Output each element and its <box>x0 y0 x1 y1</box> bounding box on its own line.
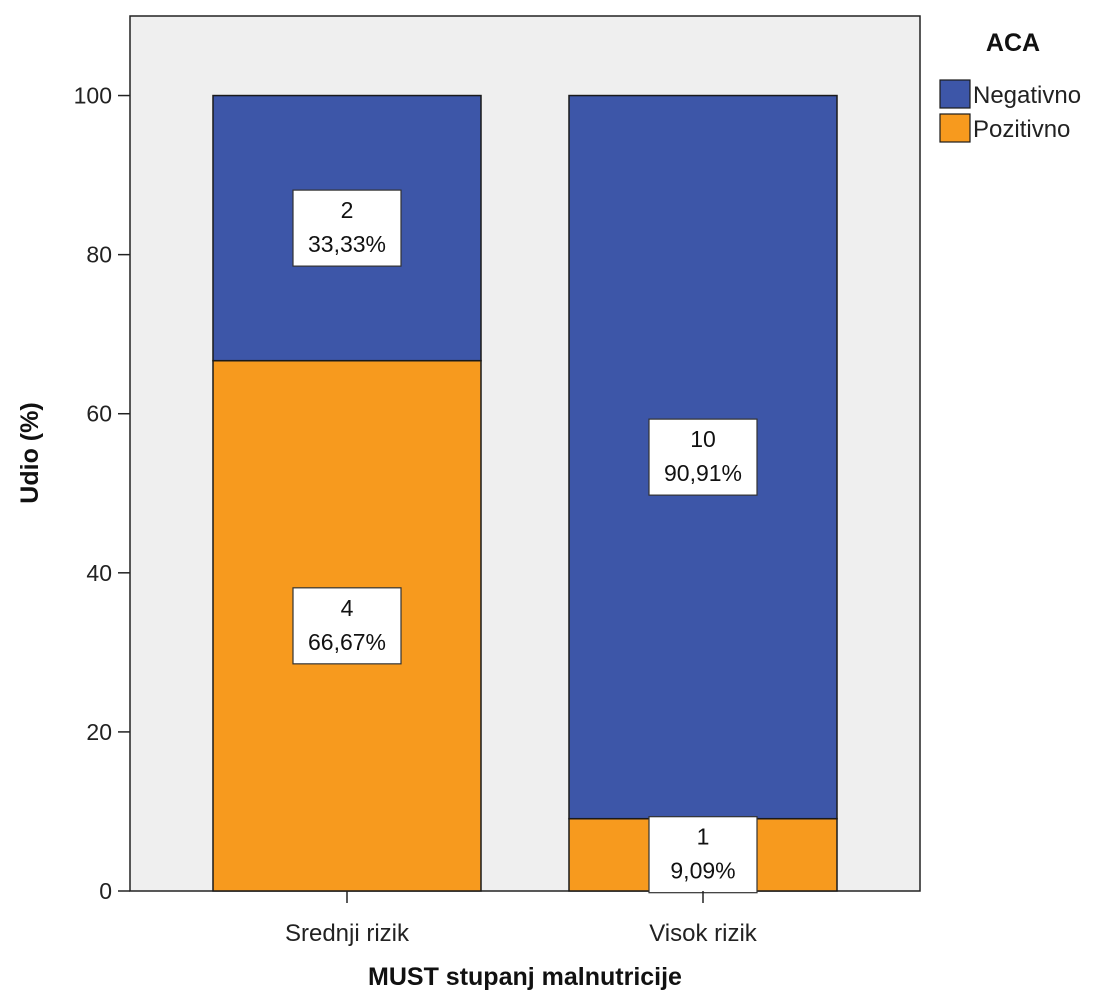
label-box-srednji-rizik-pozitivno <box>292 587 402 665</box>
legend: ACA Negativno Pozitivno <box>939 29 1081 143</box>
label-box-visok-rizik-negativno <box>648 418 758 496</box>
count-label-srednji-rizik-pozitivno: 4 <box>341 595 354 621</box>
y-tick-label-40: 40 <box>86 560 112 586</box>
x-tick-label-srednji-rizik: Srednji rizik <box>285 920 410 947</box>
x-axis-title: MUST stupanj malnutricije <box>368 963 682 991</box>
percent-label-srednji-rizik-pozitivno: 66,67% <box>308 629 386 655</box>
segment-labels-layer: 4 66,67% 2 33,33% 1 9,09% 10 90,91% <box>292 189 758 894</box>
percent-label-visok-rizik-negativno: 90,91% <box>664 460 742 486</box>
legend-label-negativno: Negativno <box>973 82 1081 109</box>
y-tick-label-20: 20 <box>86 719 112 745</box>
y-axis-title: Udio (%) <box>16 402 44 503</box>
x-tick-label-visok-rizik: Visok rizik <box>649 920 758 947</box>
legend-label-pozitivno: Pozitivno <box>973 116 1070 143</box>
label-box-srednji-rizik-negativno <box>292 189 402 267</box>
percent-label-srednji-rizik-negativno: 33,33% <box>308 231 386 257</box>
percent-label-visok-rizik-pozitivno: 9,09% <box>670 858 735 884</box>
legend-swatch-pozitivno <box>939 113 971 143</box>
y-tick-label-0: 0 <box>99 878 112 904</box>
y-tick-label-100: 100 <box>74 83 112 109</box>
count-label-srednji-rizik-negativno: 2 <box>341 197 354 223</box>
legend-title: ACA <box>986 29 1040 57</box>
count-label-visok-rizik-negativno: 10 <box>690 426 716 452</box>
x-axis: Srednji rizik Visok rizik <box>285 891 758 947</box>
y-axis: 0 20 40 60 80 100 <box>74 83 130 904</box>
count-label-visok-rizik-pozitivno: 1 <box>697 824 710 850</box>
y-tick-label-60: 60 <box>86 401 112 427</box>
legend-swatch-negativno <box>939 79 971 109</box>
y-tick-label-80: 80 <box>86 242 112 268</box>
label-box-visok-rizik-pozitivno <box>648 816 758 894</box>
